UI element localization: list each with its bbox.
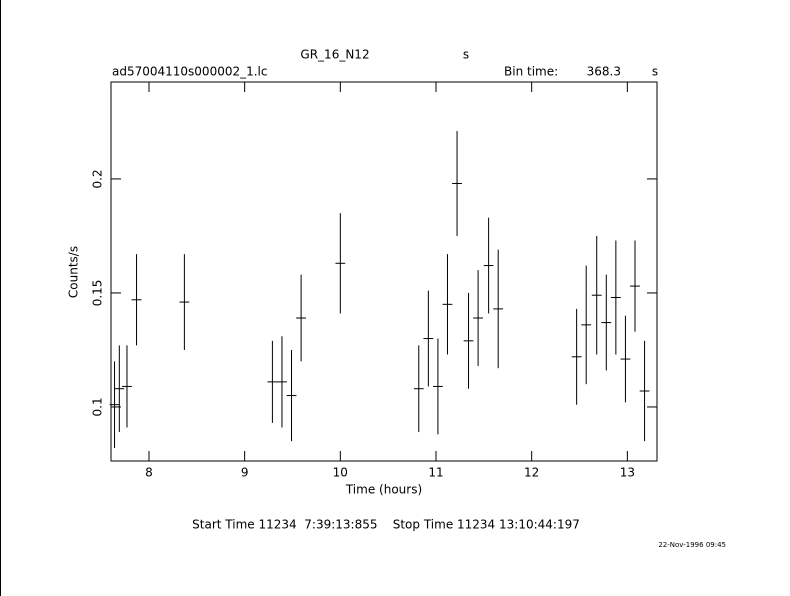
x-tick-label: 8 bbox=[145, 466, 153, 480]
plot-frame bbox=[110, 81, 658, 462]
y-tick-label: 0.2 bbox=[91, 169, 105, 188]
timestamp: 22-Nov-1996 09:45 bbox=[658, 541, 726, 549]
chart-title: GR_16_N12 bbox=[300, 48, 369, 62]
bin-time-unit: s bbox=[652, 65, 658, 79]
x-tick-label: 11 bbox=[428, 466, 443, 480]
x-tick-label: 13 bbox=[620, 466, 635, 480]
x-tick-label: 12 bbox=[524, 466, 539, 480]
y-tick-label: 0.15 bbox=[91, 280, 105, 307]
bin-time-label: Bin time: bbox=[504, 65, 558, 79]
file-name: ad57004110s000002_1.lc bbox=[112, 65, 268, 79]
x-axis-label: Time (hours) bbox=[345, 483, 422, 497]
y-tick-label: 0.1 bbox=[91, 397, 105, 416]
x-tick-label: 9 bbox=[241, 466, 249, 480]
title-unit: s bbox=[463, 48, 469, 62]
x-tick-label: 10 bbox=[333, 466, 348, 480]
y-axis-label: Counts/s bbox=[67, 246, 81, 298]
bin-time: 368.3 bbox=[587, 65, 621, 79]
time-range: Start Time 11234 7:39:13:855 Stop Time 1… bbox=[192, 518, 580, 532]
